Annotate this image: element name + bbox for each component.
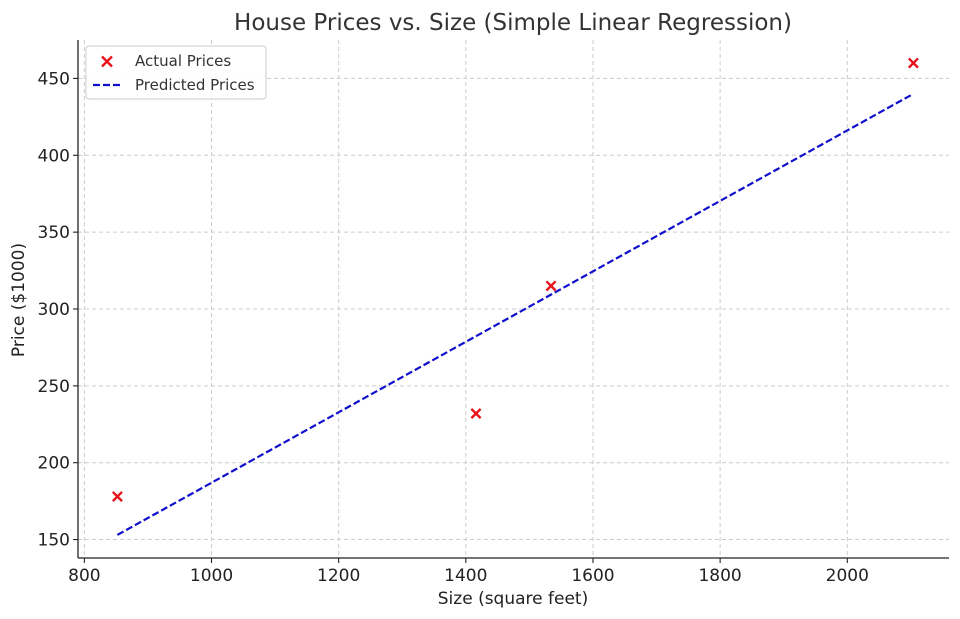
actual-price-point-4 [907,57,919,69]
actual-price-point-stroke-b [545,280,557,292]
chart-title: House Prices vs. Size (Simple Linear Reg… [234,10,792,36]
legend: Actual Prices Predicted Prices [85,45,267,100]
x-tick-label-1000: 1000 [190,566,233,586]
actual-price-point-1 [111,491,123,502]
legend-label-predicted: Predicted Prices [135,76,255,94]
x-tick-label-800: 800 [68,566,100,586]
axes [77,40,949,559]
y-tick-label-300: 300 [38,300,70,320]
y-tick-label-150: 150 [38,531,70,551]
y-tick-label-250: 250 [38,377,70,397]
y-tick-label-450: 450 [38,69,70,89]
y-tick-label-400: 400 [38,146,70,166]
grid [78,40,949,558]
x-axis-label: Size (square feet) [438,589,588,609]
x-tick-label-1400: 1400 [444,566,487,586]
y-tick-label-350: 350 [38,223,70,243]
x-tick-label-1600: 1600 [571,566,614,586]
actual-price-point-3 [545,280,557,292]
y-tick-label-200: 200 [38,454,70,474]
actual-price-point-stroke-b [907,57,919,69]
x-tick-label-2000: 2000 [826,566,869,586]
data-series [111,57,919,536]
actual-price-point-2 [470,408,482,419]
y-axis-label: Price ($1000) [9,243,29,357]
x-tick-label-1800: 1800 [698,566,741,586]
x-tick-label-1200: 1200 [317,566,360,586]
x-axis-ticks: 800 1000 1200 1400 1600 1800 2000 [68,558,869,586]
actual-price-point-stroke-b [111,491,123,502]
y-axis-ticks: 150 200 250 300 350 400 450 [38,69,78,551]
legend-label-actual: Actual Prices [135,52,231,70]
actual-price-point-stroke-b [470,408,482,419]
predicted-prices-line [116,92,914,536]
legend-marker-actual-icon [101,55,113,68]
legend-box [85,45,267,100]
